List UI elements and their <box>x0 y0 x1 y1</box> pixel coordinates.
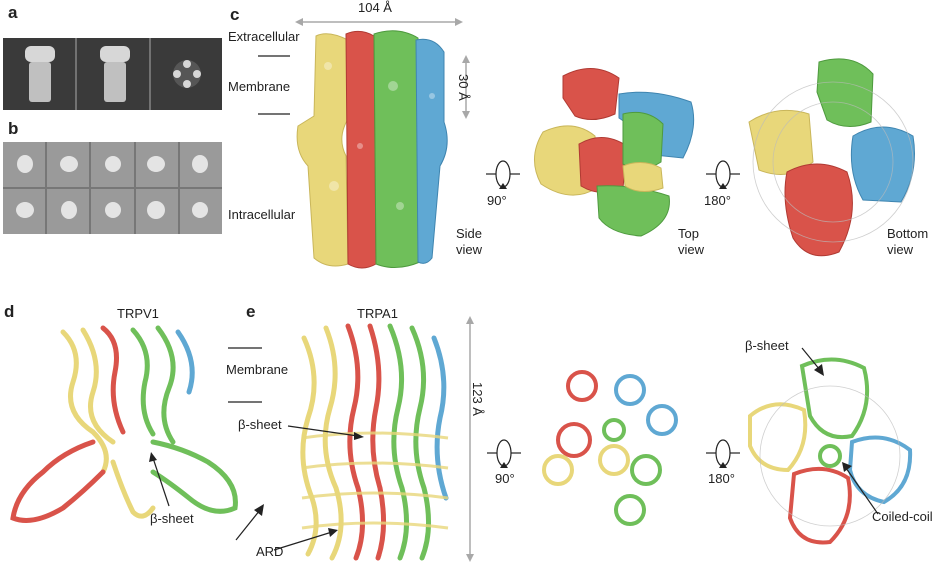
thickness-dimension-arrow <box>462 55 470 119</box>
width-dimension-arrow <box>295 18 463 26</box>
particle-blobs <box>16 155 208 219</box>
coiled-coil-label: Coiled-coil <box>872 509 933 524</box>
trpa1-beta-sheet-arrow <box>287 425 364 440</box>
membrane-boundary-lines-e <box>228 347 262 403</box>
trpv1-beta-sheet-arrow <box>149 452 170 507</box>
class-average-strip <box>3 38 222 110</box>
panel-letter-c: c <box>230 5 240 24</box>
trpv1-ribbon-structure <box>10 325 238 523</box>
rotation-180-icon-c <box>706 160 740 189</box>
rotation-90-icon-e <box>487 439 521 468</box>
label-membrane-e: Membrane <box>226 362 289 377</box>
panel-letter-b: b <box>8 119 19 138</box>
label-extracellular: Extracellular <box>228 29 300 44</box>
rotation-180-label-c: 180° <box>704 193 731 208</box>
side-view-label: Side view <box>456 226 483 257</box>
rotation-90-icon-c <box>486 160 520 189</box>
ard-arrow <box>235 504 264 541</box>
panel-letter-a: a <box>8 3 18 22</box>
membrane-boundary-lines-c <box>258 55 290 115</box>
height-label: 123 Å <box>470 382 485 416</box>
trpv1-beta-sheet-label: β-sheet <box>150 511 194 526</box>
panel-letter-d: d <box>4 302 15 321</box>
bottom-view-label: Bottom view <box>887 226 929 257</box>
rotation-180-label-e: 180° <box>708 471 735 486</box>
thickness-label: 30 Å <box>456 74 471 101</box>
bottom-view-density-map <box>748 58 915 257</box>
rotation-180-icon-e <box>706 439 740 468</box>
rotation-90-label-e: 90° <box>495 471 515 486</box>
side-view-density-map <box>296 30 448 269</box>
label-membrane-c: Membrane <box>228 79 291 94</box>
height-dimension-arrow <box>466 316 474 562</box>
top-view-label: Top view <box>678 226 705 257</box>
label-intracellular: Intracellular <box>228 207 296 222</box>
trpa1-beta-sheet-label: β-sheet <box>238 417 282 432</box>
trpv1-title: TRPV1 <box>117 306 159 321</box>
trpa1-top-ribbon <box>542 370 678 526</box>
bottom-beta-sheet-label: β-sheet <box>745 338 789 353</box>
top-view-density-map <box>534 68 695 237</box>
width-label: 104 Å <box>358 0 392 15</box>
coiled-coil-arrow <box>842 462 879 515</box>
ard-label: ARD <box>256 544 284 559</box>
trpa1-title: TRPA1 <box>357 306 398 321</box>
trpa1-ribbon-structure <box>300 323 449 561</box>
class-average-images <box>25 38 201 110</box>
rotation-90-label-c: 90° <box>487 193 507 208</box>
bottom-beta-sheet-arrow <box>801 347 824 376</box>
trpa1-bottom-ribbon <box>748 357 913 545</box>
panel-letter-e: e <box>246 302 256 321</box>
ard-arrow-e <box>273 528 338 551</box>
